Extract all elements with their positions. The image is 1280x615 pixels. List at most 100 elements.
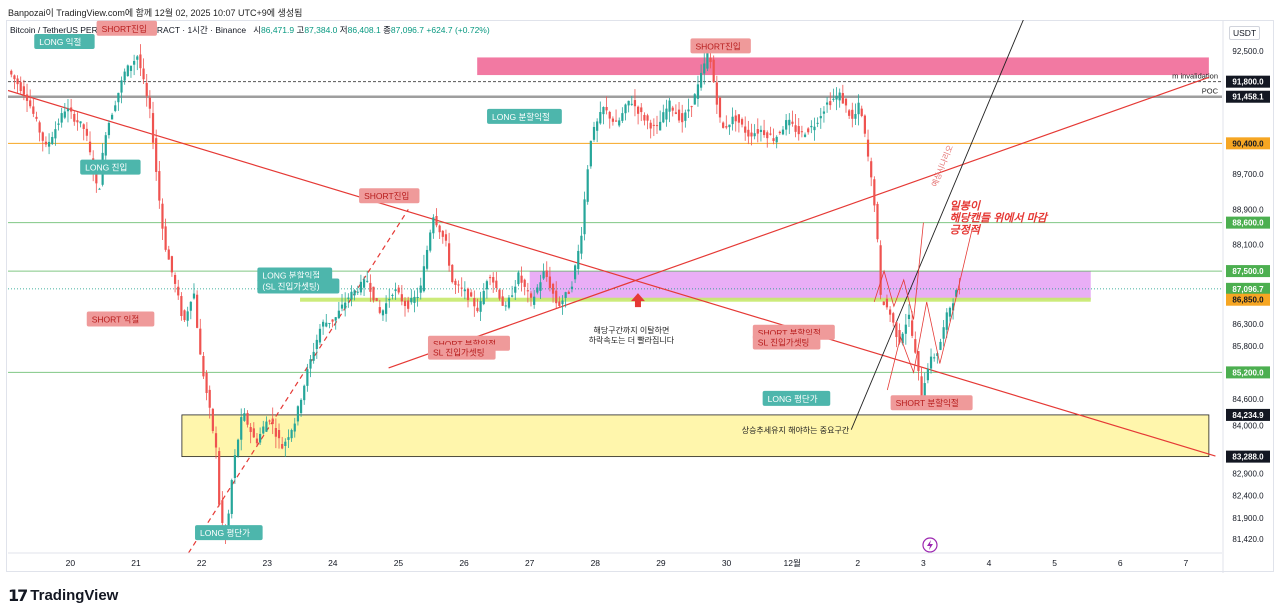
annotation-label: SHORT진입 bbox=[364, 191, 409, 201]
candle-body bbox=[866, 139, 870, 157]
time-tick-label: 26 bbox=[459, 558, 469, 568]
time-tick-label: 28 bbox=[591, 558, 601, 568]
candle-body bbox=[885, 298, 889, 308]
candle-body bbox=[325, 322, 328, 327]
time-tick-label: 27 bbox=[525, 558, 535, 568]
candle-body bbox=[353, 290, 356, 296]
candle-body bbox=[151, 113, 155, 143]
candle-body bbox=[129, 65, 133, 71]
price-tag-label: 84,234.9 bbox=[1232, 411, 1264, 420]
candle-body bbox=[785, 120, 788, 130]
price-tag bbox=[1226, 450, 1270, 463]
candle-body bbox=[441, 230, 444, 237]
candle-body bbox=[16, 78, 19, 85]
candle-body bbox=[362, 279, 366, 288]
candle-body bbox=[769, 133, 772, 135]
candle-body bbox=[410, 297, 413, 303]
candle-body bbox=[290, 430, 293, 439]
candle-body bbox=[791, 121, 794, 124]
price-tick-label: 86,300.0 bbox=[1232, 320, 1264, 329]
candle-body bbox=[665, 108, 668, 120]
currency-button[interactable]: USDT bbox=[1229, 26, 1261, 40]
time-tick-label: 20 bbox=[66, 558, 76, 568]
price-tag-label: 87,096.7 bbox=[1232, 285, 1264, 294]
candle-body bbox=[375, 298, 378, 301]
chart-frame[interactable] bbox=[6, 20, 1274, 572]
candle-body bbox=[627, 100, 630, 106]
candle-body bbox=[797, 126, 800, 135]
annotation-box bbox=[359, 188, 420, 204]
candle-body bbox=[167, 249, 170, 260]
tradingview-brand[interactable]: 17 TradingView bbox=[8, 583, 118, 607]
ohlc-open-label: 시 bbox=[253, 25, 262, 35]
candle-body bbox=[731, 116, 734, 125]
breakout-zone bbox=[529, 271, 1091, 300]
annotation-label: LONG 분할익절 bbox=[262, 270, 320, 280]
candle-body bbox=[249, 427, 252, 433]
candle-body bbox=[227, 513, 230, 533]
candle-body bbox=[778, 131, 781, 134]
candle-body bbox=[674, 112, 677, 114]
candle-body bbox=[419, 285, 422, 293]
candle-body bbox=[520, 275, 523, 283]
candle-body bbox=[448, 243, 451, 266]
price-tag-label: 88,600.0 bbox=[1232, 219, 1264, 228]
candle-body bbox=[98, 188, 101, 190]
candle-body bbox=[120, 80, 123, 93]
candle-body bbox=[772, 138, 775, 142]
candle-body bbox=[602, 107, 605, 115]
candle-body bbox=[788, 119, 791, 126]
candle-body bbox=[170, 256, 174, 273]
candle-body bbox=[684, 112, 687, 121]
note-text: 상승추세유지 해야하는 중요구간 bbox=[742, 425, 850, 435]
candle-body bbox=[715, 82, 718, 105]
candle-body bbox=[76, 120, 79, 123]
candle-body bbox=[183, 310, 186, 321]
candle-body bbox=[303, 385, 306, 401]
candle-body bbox=[523, 279, 526, 287]
price-tag bbox=[1226, 408, 1270, 421]
candle-body bbox=[407, 300, 410, 309]
candle-body bbox=[662, 112, 665, 123]
candle-body bbox=[189, 301, 192, 311]
candle-body bbox=[454, 280, 457, 285]
candle-body bbox=[243, 413, 246, 421]
price-tick-label: 84,600.0 bbox=[1232, 395, 1264, 404]
candle-body bbox=[649, 122, 652, 129]
candle-body bbox=[136, 56, 139, 60]
annotation-label: LONG 평단가 bbox=[768, 394, 818, 404]
candle-body bbox=[44, 141, 48, 145]
annotation-label: LONG 평단가 bbox=[200, 528, 250, 538]
candle-body bbox=[312, 351, 315, 361]
candle-body bbox=[747, 129, 750, 137]
level-label: POC bbox=[1202, 87, 1219, 96]
annotation-box bbox=[195, 525, 263, 541]
candle-body bbox=[709, 57, 712, 63]
ohlc-low: 86,408.1 bbox=[347, 25, 381, 35]
candle-body bbox=[829, 101, 832, 106]
candle-body bbox=[54, 129, 57, 139]
lime-band bbox=[300, 297, 1091, 302]
candle-body bbox=[425, 249, 429, 269]
price-tick-label: 82,900.0 bbox=[1232, 470, 1264, 479]
annotation-box bbox=[890, 395, 973, 411]
candle-body bbox=[933, 357, 936, 359]
scenario-line bbox=[850, 20, 1024, 430]
candle-body bbox=[158, 171, 161, 201]
candle-body bbox=[451, 264, 454, 283]
annotation-label: (SL 진입가셋팅) bbox=[262, 282, 319, 292]
candle-body bbox=[366, 280, 369, 282]
candle-body bbox=[860, 108, 863, 116]
candle-body bbox=[463, 289, 466, 292]
candle-body bbox=[123, 71, 126, 81]
candle-body bbox=[580, 235, 583, 254]
candle-body bbox=[470, 292, 473, 297]
candle-body bbox=[274, 428, 277, 437]
candle-body bbox=[599, 112, 602, 124]
price-tag-label: 87,500.0 bbox=[1232, 267, 1264, 276]
candle-body bbox=[633, 100, 637, 107]
candle-body bbox=[416, 296, 419, 299]
candle-body bbox=[832, 98, 835, 100]
time-tick-label: 21 bbox=[131, 558, 141, 568]
